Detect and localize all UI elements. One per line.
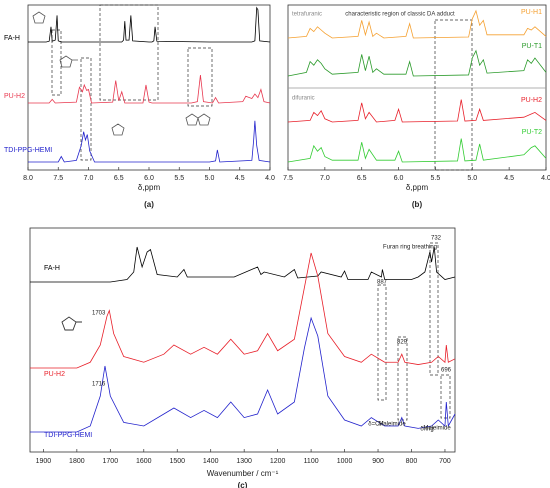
x-tick-label: 6.0: [144, 175, 154, 182]
x-tick-label: 1100: [304, 458, 319, 465]
plot-frame: [29, 227, 456, 453]
series-label: PU-H1: [521, 9, 542, 16]
x-tick-label: 900: [372, 458, 384, 465]
x-tick-label: 7.0: [84, 175, 94, 182]
series-label: TDI-PPG-HEMI: [44, 432, 92, 439]
plot-frame: [287, 4, 547, 171]
x-tick-label: 5.5: [174, 175, 184, 182]
x-tick-label: 7.0: [320, 175, 330, 182]
x-tick-label: 1300: [236, 458, 252, 465]
spectrum-line: [28, 75, 271, 104]
spectrum-line: [30, 252, 456, 369]
annotation: Furan ring breathing: [383, 245, 437, 251]
x-tick-label: 7.5: [283, 175, 293, 182]
x-tick-label: 8.0: [23, 175, 33, 182]
spectrum-line: [287, 99, 547, 123]
annotation: 1716: [92, 382, 106, 388]
molecule-icon: [59, 55, 78, 68]
x-tick-label: 6.5: [357, 175, 367, 182]
annotation: characteristic region of classic DA addu…: [345, 12, 455, 18]
x-axis-label: δ,ppm: [406, 183, 429, 192]
x-tick-label: 4.5: [235, 175, 245, 182]
spectrum-line: [28, 120, 271, 163]
highlight-box: [377, 284, 387, 401]
spectrum-line: [30, 316, 456, 433]
x-tick-label: 4.0: [541, 175, 550, 182]
series-label: PU-T2: [522, 129, 542, 136]
x-tick-label: 5.0: [205, 175, 215, 182]
panel-label: (b): [412, 200, 423, 209]
x-tick-label: 1400: [203, 458, 219, 465]
series-label: PU-H2: [521, 97, 542, 104]
molecule-icon: [61, 316, 82, 331]
annotation: 887: [377, 280, 388, 286]
molecule-icon: [111, 123, 125, 136]
annotation: Maleimide: [378, 422, 406, 428]
x-tick-label: 5.0: [467, 175, 477, 182]
x-tick-label: 1600: [136, 458, 152, 465]
annotation: δ=CH: [368, 422, 384, 428]
x-tick-label: 1900: [36, 458, 52, 465]
x-tick-label: 4.5: [504, 175, 514, 182]
x-tick-label: 1200: [270, 458, 286, 465]
x-tick-label: 1700: [103, 458, 119, 465]
x-tick-label: 7.5: [53, 175, 63, 182]
panel-label: (a): [144, 200, 154, 209]
x-axis-label: δ,ppm: [138, 183, 161, 192]
series-label: TDI-PPG-HEMI: [4, 147, 52, 154]
spectrum-line: [28, 6, 271, 43]
series-label: PU-H2: [44, 371, 65, 378]
x-tick-label: 1000: [337, 458, 353, 465]
annotation: difuranic: [292, 96, 315, 102]
x-tick-label: 4.0: [265, 175, 275, 182]
molecule-icon: [32, 11, 46, 24]
spectrum-line: [287, 49, 547, 77]
annotation: 829: [397, 340, 408, 346]
annotation: Maleimide: [423, 426, 451, 432]
x-tick-label: 5.5: [431, 175, 441, 182]
annotation: 1703: [92, 311, 106, 317]
highlight-box: [397, 336, 408, 421]
x-axis-label: Wavenumber / cm⁻¹: [207, 469, 279, 478]
annotation: 732: [431, 236, 442, 242]
x-tick-label: 1800: [69, 458, 85, 465]
x-tick-label: 800: [406, 458, 418, 465]
molecule-icon: [185, 113, 211, 126]
annotation: tetrafuranic: [292, 12, 322, 18]
spectrum-line: [30, 246, 456, 283]
highlight-box: [434, 19, 473, 171]
series-label: PU-T1: [522, 43, 542, 50]
series-label: PU-H2: [4, 93, 25, 100]
x-tick-label: 6.5: [114, 175, 124, 182]
highlight-box: [51, 29, 62, 96]
x-tick-label: 1500: [169, 458, 185, 465]
highlight-box: [187, 47, 213, 107]
x-tick-label: 6.0: [394, 175, 404, 182]
highlight-box: [80, 57, 92, 161]
series-label: FA-H: [4, 35, 20, 42]
spectrum-line: [287, 138, 547, 163]
highlight-box: [429, 242, 439, 376]
highlight-box: [99, 4, 159, 101]
annotation: 696: [441, 368, 452, 374]
x-tick-label: 700: [439, 458, 451, 465]
annotation: δring: [420, 427, 433, 433]
panel-label: (c): [238, 481, 248, 488]
plot-frame: [27, 4, 271, 171]
series-label: FA-H: [44, 265, 60, 272]
spectrum-line: [287, 9, 547, 39]
